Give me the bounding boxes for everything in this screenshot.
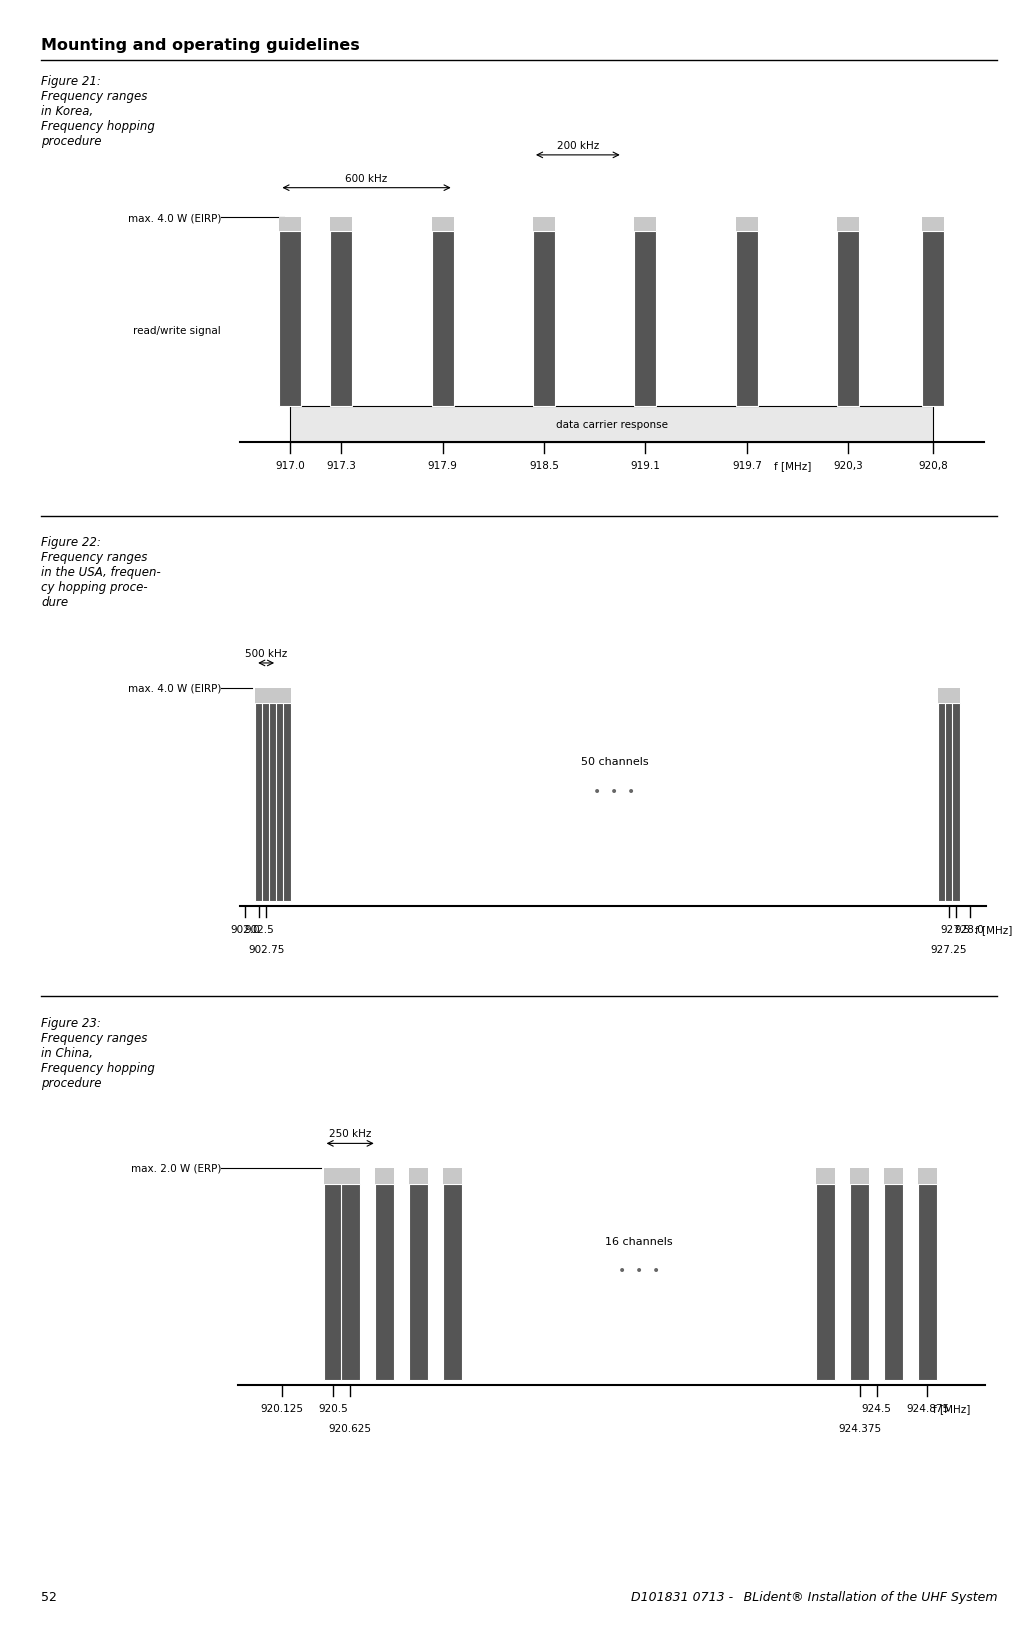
- Text: f [MHz]: f [MHz]: [975, 924, 1013, 934]
- Text: 919.1: 919.1: [630, 461, 660, 470]
- Text: 927.5: 927.5: [941, 924, 970, 934]
- Text: 902.75: 902.75: [248, 944, 285, 954]
- Text: 500 kHz: 500 kHz: [245, 649, 287, 659]
- Text: Figure 23:
Frequency ranges
in China,
Frequency hopping
procedure: Figure 23: Frequency ranges in China, Fr…: [41, 1016, 155, 1090]
- Text: •  •  •: • • •: [593, 783, 635, 798]
- Text: 919.7: 919.7: [732, 461, 762, 470]
- Text: max. 4.0 W (EIRP): max. 4.0 W (EIRP): [127, 213, 221, 223]
- Text: 920,3: 920,3: [834, 461, 864, 470]
- Text: 52: 52: [41, 1590, 57, 1603]
- Text: max. 2.0 W (ERP): max. 2.0 W (ERP): [131, 1164, 221, 1174]
- Text: 600 kHz: 600 kHz: [345, 174, 388, 184]
- Text: 902.5: 902.5: [245, 924, 274, 934]
- Text: f [MHz]: f [MHz]: [774, 461, 811, 470]
- Text: 920.5: 920.5: [319, 1403, 348, 1413]
- Text: 917.3: 917.3: [326, 461, 356, 470]
- Text: 50 channels: 50 channels: [581, 757, 649, 767]
- Text: data carrier response: data carrier response: [556, 420, 667, 429]
- Text: •  •  •: • • •: [618, 1264, 660, 1277]
- Text: 917.0: 917.0: [276, 461, 305, 470]
- Text: 918.5: 918.5: [529, 461, 559, 470]
- Text: 927.25: 927.25: [930, 944, 967, 954]
- Text: f [MHz]: f [MHz]: [932, 1403, 970, 1413]
- Text: Mounting and operating guidelines: Mounting and operating guidelines: [41, 38, 360, 52]
- Text: 920.625: 920.625: [329, 1423, 372, 1432]
- Text: 920.125: 920.125: [261, 1403, 303, 1413]
- Text: 902.0: 902.0: [230, 924, 260, 934]
- Text: 200 kHz: 200 kHz: [557, 141, 599, 151]
- Text: 924.5: 924.5: [861, 1403, 891, 1413]
- Text: 917.9: 917.9: [428, 461, 457, 470]
- Text: Figure 21:
Frequency ranges
in Korea,
Frequency hopping
procedure: Figure 21: Frequency ranges in Korea, Fr…: [41, 75, 155, 149]
- Text: max. 4.0 W (EIRP): max. 4.0 W (EIRP): [127, 683, 221, 693]
- Text: 928.0: 928.0: [955, 924, 985, 934]
- Text: Figure 22:
Frequency ranges
in the USA, frequen-
cy hopping proce-
dure: Figure 22: Frequency ranges in the USA, …: [41, 536, 160, 610]
- Text: 250 kHz: 250 kHz: [329, 1129, 371, 1139]
- Text: read/write signal: read/write signal: [134, 326, 221, 336]
- Text: 920,8: 920,8: [918, 461, 948, 470]
- Text: D101831 0713 -   BLident® Installation of the UHF System: D101831 0713 - BLident® Installation of …: [630, 1590, 997, 1603]
- Text: 924.375: 924.375: [838, 1423, 881, 1432]
- Text: 16 channels: 16 channels: [605, 1236, 672, 1246]
- Text: 924.875: 924.875: [906, 1403, 949, 1413]
